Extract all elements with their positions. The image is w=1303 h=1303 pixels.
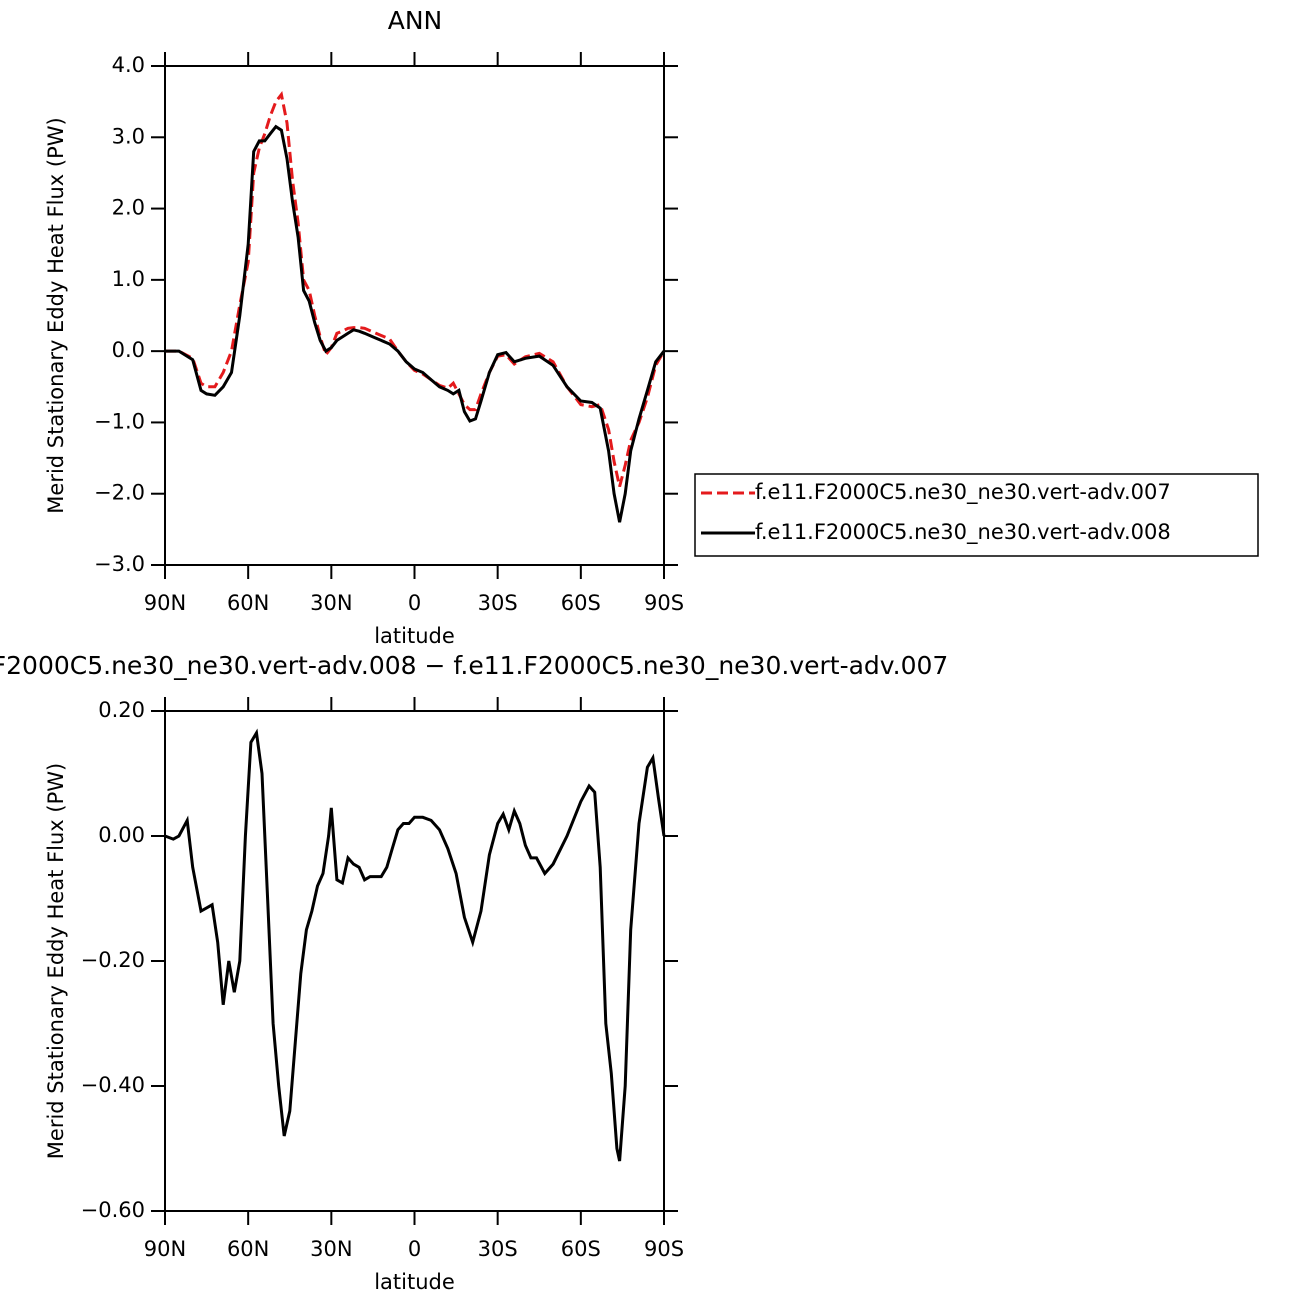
y-tick-label: −0.20 bbox=[81, 948, 145, 972]
y-tick-label: 2.0 bbox=[112, 196, 145, 220]
x-tick-label: 0 bbox=[408, 591, 421, 615]
legend-box bbox=[694, 473, 1259, 557]
x-tick-label: 60S bbox=[561, 591, 601, 615]
x-tick-label: 90N bbox=[144, 591, 186, 615]
x-tick-label: 30S bbox=[478, 1237, 518, 1261]
plot-frame bbox=[164, 65, 665, 566]
y-tick-label: 0.0 bbox=[112, 338, 145, 362]
y-tick-label: 1.0 bbox=[112, 267, 145, 291]
x-tick-label: 30N bbox=[310, 1237, 352, 1261]
x-tick-label: 0 bbox=[408, 1237, 421, 1261]
chart-title: ANN bbox=[388, 6, 443, 35]
y-tick-label: 3.0 bbox=[112, 124, 145, 148]
y-tick-label: 0.20 bbox=[98, 698, 145, 722]
plot-frame bbox=[164, 710, 665, 1212]
y-tick-label: 0.00 bbox=[98, 823, 145, 847]
y-tick-label: −0.60 bbox=[81, 1198, 145, 1222]
x-tick-label: 60N bbox=[227, 1237, 269, 1261]
x-axis-label: latitude bbox=[374, 1270, 455, 1294]
x-tick-label: 90S bbox=[644, 1237, 684, 1261]
data-line bbox=[165, 90, 666, 487]
y-axis-label: Merid Stationary Eddy Heat Flux (PW) bbox=[44, 763, 68, 1159]
legend-label: f.e11.F2000C5.ne30_ne30.vert-adv.007 bbox=[755, 480, 1171, 505]
x-tick-label: 90S bbox=[644, 591, 684, 615]
x-tick-label: 30N bbox=[310, 591, 352, 615]
x-tick-label: 30S bbox=[478, 591, 518, 615]
y-axis-label: Merid Stationary Eddy Heat Flux (PW) bbox=[44, 117, 68, 513]
y-tick-label: −2.0 bbox=[94, 481, 145, 505]
y-tick-label: −1.0 bbox=[94, 409, 145, 433]
x-tick-label: 60N bbox=[227, 591, 269, 615]
y-tick-label: −0.40 bbox=[81, 1073, 145, 1097]
chart-title: f.e11.F2000C5.ne30_ne30.vert-adv.008 − f… bbox=[0, 651, 948, 680]
x-tick-label: 90N bbox=[144, 1237, 186, 1261]
y-tick-label: −3.0 bbox=[94, 552, 145, 576]
legend-label: f.e11.F2000C5.ne30_ne30.vert-adv.008 bbox=[755, 520, 1171, 545]
data-line bbox=[165, 124, 666, 523]
x-axis-label: latitude bbox=[374, 624, 455, 648]
data-line bbox=[164, 728, 666, 1162]
x-tick-label: 60S bbox=[561, 1237, 601, 1261]
y-tick-label: 4.0 bbox=[112, 53, 145, 77]
